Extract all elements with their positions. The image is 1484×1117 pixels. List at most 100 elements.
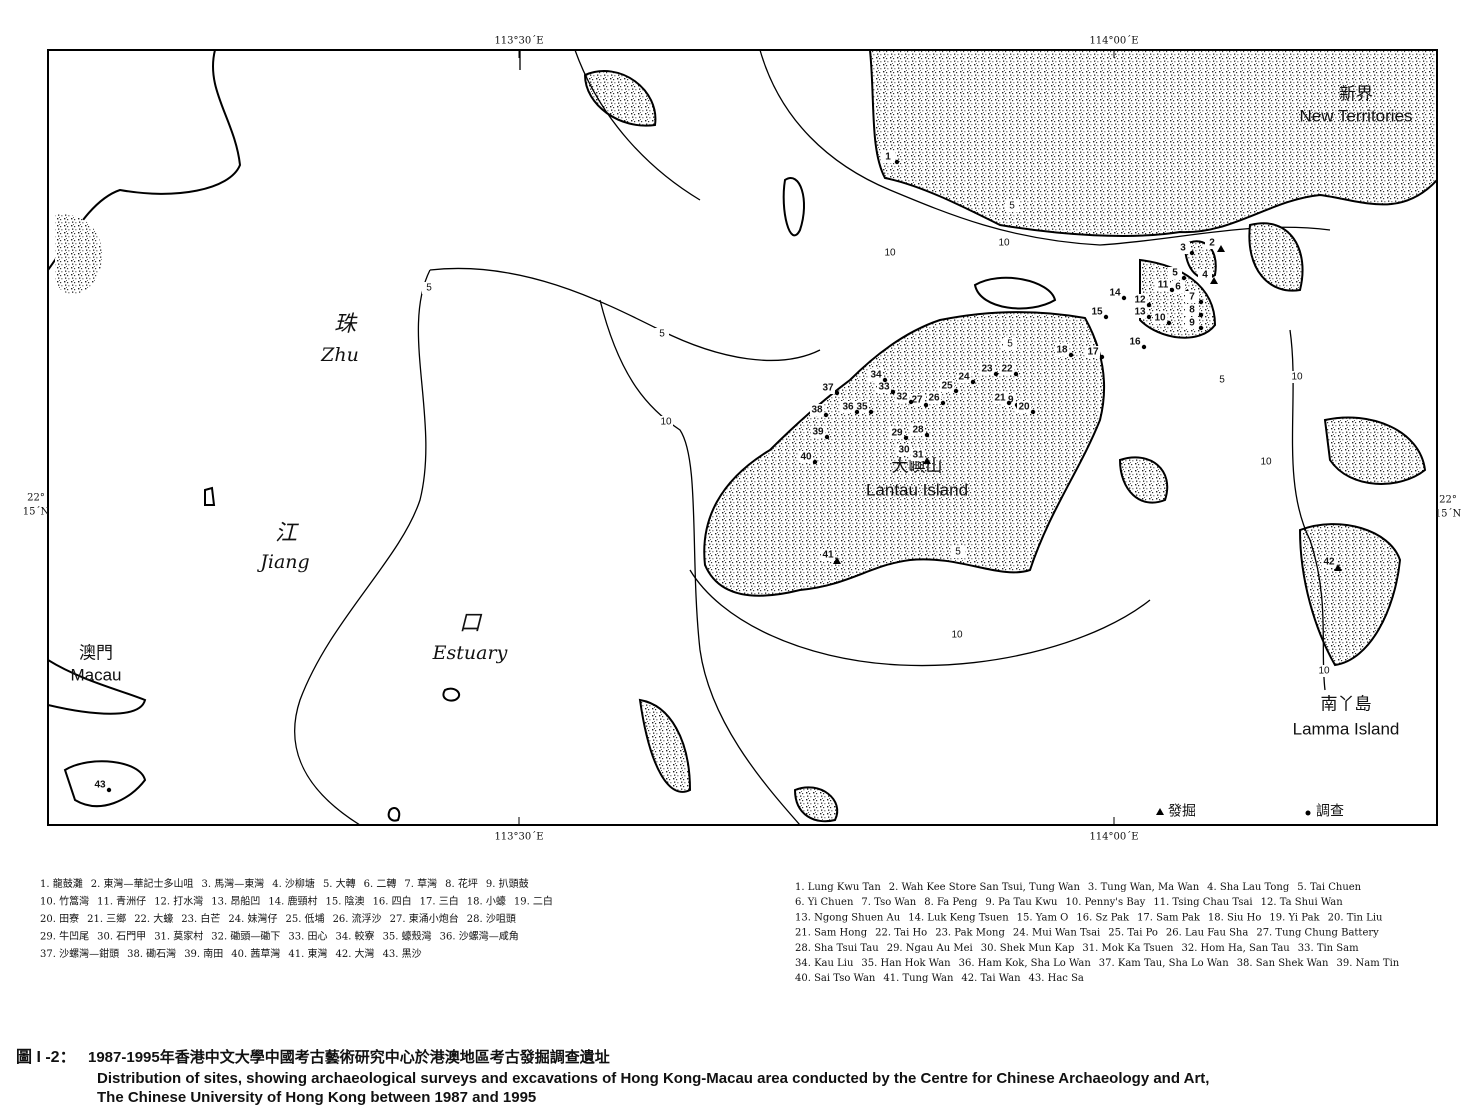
site-list-item: 2. 東灣—華記士多山咀 xyxy=(91,877,194,890)
land xyxy=(782,177,806,237)
label-mask xyxy=(811,426,825,438)
label-mask xyxy=(1198,269,1212,281)
site-label: 25 xyxy=(941,381,953,392)
site-list-item: 24. 妹灣仔 xyxy=(228,913,277,925)
site-marker xyxy=(854,409,860,415)
label-mask xyxy=(1185,304,1199,316)
site-label: 33 xyxy=(878,382,890,393)
label-mask xyxy=(890,427,904,439)
site-list-item: 23. 白芒 xyxy=(181,912,220,925)
site-list-line: 34. Kau Liu 35. Han Hok Wan 36. Ham Kok, S… xyxy=(795,958,1400,969)
land xyxy=(48,658,147,715)
place-name: New Territories xyxy=(1299,106,1412,125)
contour xyxy=(519,50,701,201)
site-label: 34 xyxy=(870,370,882,381)
place-name: 大嶼山 xyxy=(892,456,943,475)
site-label: 8 xyxy=(1189,305,1195,316)
label-mask xyxy=(1290,371,1304,383)
site-list-item: 7. 草灣 xyxy=(404,878,437,890)
contour xyxy=(1289,329,1326,691)
contour xyxy=(759,50,1331,246)
label-mask xyxy=(1055,344,1069,356)
site-list-item: 1. 龍鼓灘 xyxy=(40,877,83,890)
site-marker xyxy=(1169,287,1175,293)
site-marker xyxy=(953,388,959,394)
site-list-item: 31. 莫家村 xyxy=(154,929,203,942)
site-label: 31 xyxy=(912,450,924,461)
site-marker xyxy=(823,412,829,418)
coord-label: 114°00´E xyxy=(1089,832,1138,843)
site-list-item: 12. 打水灣 xyxy=(154,894,203,907)
site-marker xyxy=(908,399,914,405)
site-list-item: 22. 大蠔 xyxy=(134,912,173,925)
site-marker xyxy=(1141,344,1147,350)
land xyxy=(1323,416,1427,485)
depth-label: 10 xyxy=(1260,457,1272,468)
site-list-item: 23. Pak Mong xyxy=(935,927,1005,938)
coord-label: 22° xyxy=(27,493,45,504)
site-marker xyxy=(993,371,999,377)
site-label: 41 xyxy=(822,550,834,561)
site-list-item: 29. 牛凹尾 xyxy=(40,929,89,942)
label-mask xyxy=(1259,456,1273,468)
site-list-line: 29. 牛凹尾 30. 石門甲 31. 莫家村 32. 磡頭—磡下 33. 田心 34. … xyxy=(40,929,519,942)
site-list-item: 18. Siu Ho xyxy=(1208,912,1262,923)
label-mask xyxy=(869,369,883,381)
site-list-item: 29. Ngau Au Mei xyxy=(887,942,973,953)
caption-en: The Chinese University of Hong Kong betw… xyxy=(97,1089,536,1106)
contour xyxy=(689,569,1151,667)
site-list-item: 42. Tai Wan xyxy=(961,973,1021,984)
site-list-item: 1. Lung Kwu Tan xyxy=(795,882,881,893)
coord-label: 15´N xyxy=(1435,509,1462,520)
label-mask xyxy=(1317,665,1331,677)
site-marker xyxy=(890,389,896,395)
site-list-item: 16. Sz Pak xyxy=(1076,912,1130,923)
site-marker xyxy=(1198,325,1204,331)
label-mask xyxy=(1185,291,1199,303)
site-list-line: 1. Lung Kwu Tan 2. Wah Kee Store San Tsui… xyxy=(795,882,1362,893)
place-name: 澳門 xyxy=(79,643,113,662)
site-label: 27 xyxy=(911,395,923,406)
site-list-item: 35. 蠔殼灣 xyxy=(383,929,432,942)
site-list-item: 18. 小蠔 xyxy=(467,894,506,907)
land xyxy=(638,698,692,793)
depth-label: 10 xyxy=(1291,372,1303,383)
site-list-item: 43. 黑沙 xyxy=(383,948,422,960)
label-mask xyxy=(897,444,911,456)
site-list-item: 8. Fa Peng xyxy=(924,897,978,908)
site-list-item: 13. 昂船凹 xyxy=(211,894,260,907)
site-label: 24 xyxy=(958,372,970,383)
land xyxy=(793,786,839,823)
site-list-item: 38. San Shek Wan xyxy=(1237,958,1329,969)
label-mask xyxy=(877,381,891,393)
site-list-line: 1. 龍鼓灘 2. 東灣—華記士多山咀 3. 馬灣—東灣 4. 沙柳塘 5. 大轉 6. … xyxy=(40,877,529,890)
label-mask xyxy=(1168,267,1182,279)
site-list-item: 14. 鹿頸村 xyxy=(268,894,317,907)
site-list-item: 39. Nam Tin xyxy=(1336,958,1399,969)
site-list-item: 6. Yi Chuen xyxy=(795,897,854,908)
site-list-item: 15. Yam O xyxy=(1017,912,1069,923)
site-list-item: 37. 沙螺灣—鉗頭 xyxy=(40,947,119,960)
site-label: 42 xyxy=(1323,557,1335,568)
place-name: 江 xyxy=(275,521,299,546)
land xyxy=(583,70,657,127)
label-mask xyxy=(910,394,924,406)
site-marker xyxy=(1181,275,1187,281)
site-list-item: 35. Han Hok Wan xyxy=(861,958,951,969)
site-label: 30 xyxy=(898,445,910,456)
label-mask xyxy=(883,247,897,259)
label-mask xyxy=(1153,312,1167,324)
place-name: Zhu xyxy=(320,344,359,366)
site-label: 6 xyxy=(1175,282,1181,293)
site-list-item: 39. 南田 xyxy=(184,947,223,960)
site-label: 43 xyxy=(94,780,106,791)
site-list-line: 13. Ngong Shuen Au 14. Luk Keng Tsuen 15. … xyxy=(795,912,1383,923)
coord-label: 22° xyxy=(1439,495,1457,506)
site-list-item: 17. 三白 xyxy=(420,894,459,907)
land xyxy=(55,214,102,294)
site-list-item: 8. 花坪 xyxy=(445,877,478,890)
label-mask xyxy=(855,401,869,413)
site-list-item: 28. 沙咀頭 xyxy=(467,913,516,925)
label-mask xyxy=(821,382,835,394)
